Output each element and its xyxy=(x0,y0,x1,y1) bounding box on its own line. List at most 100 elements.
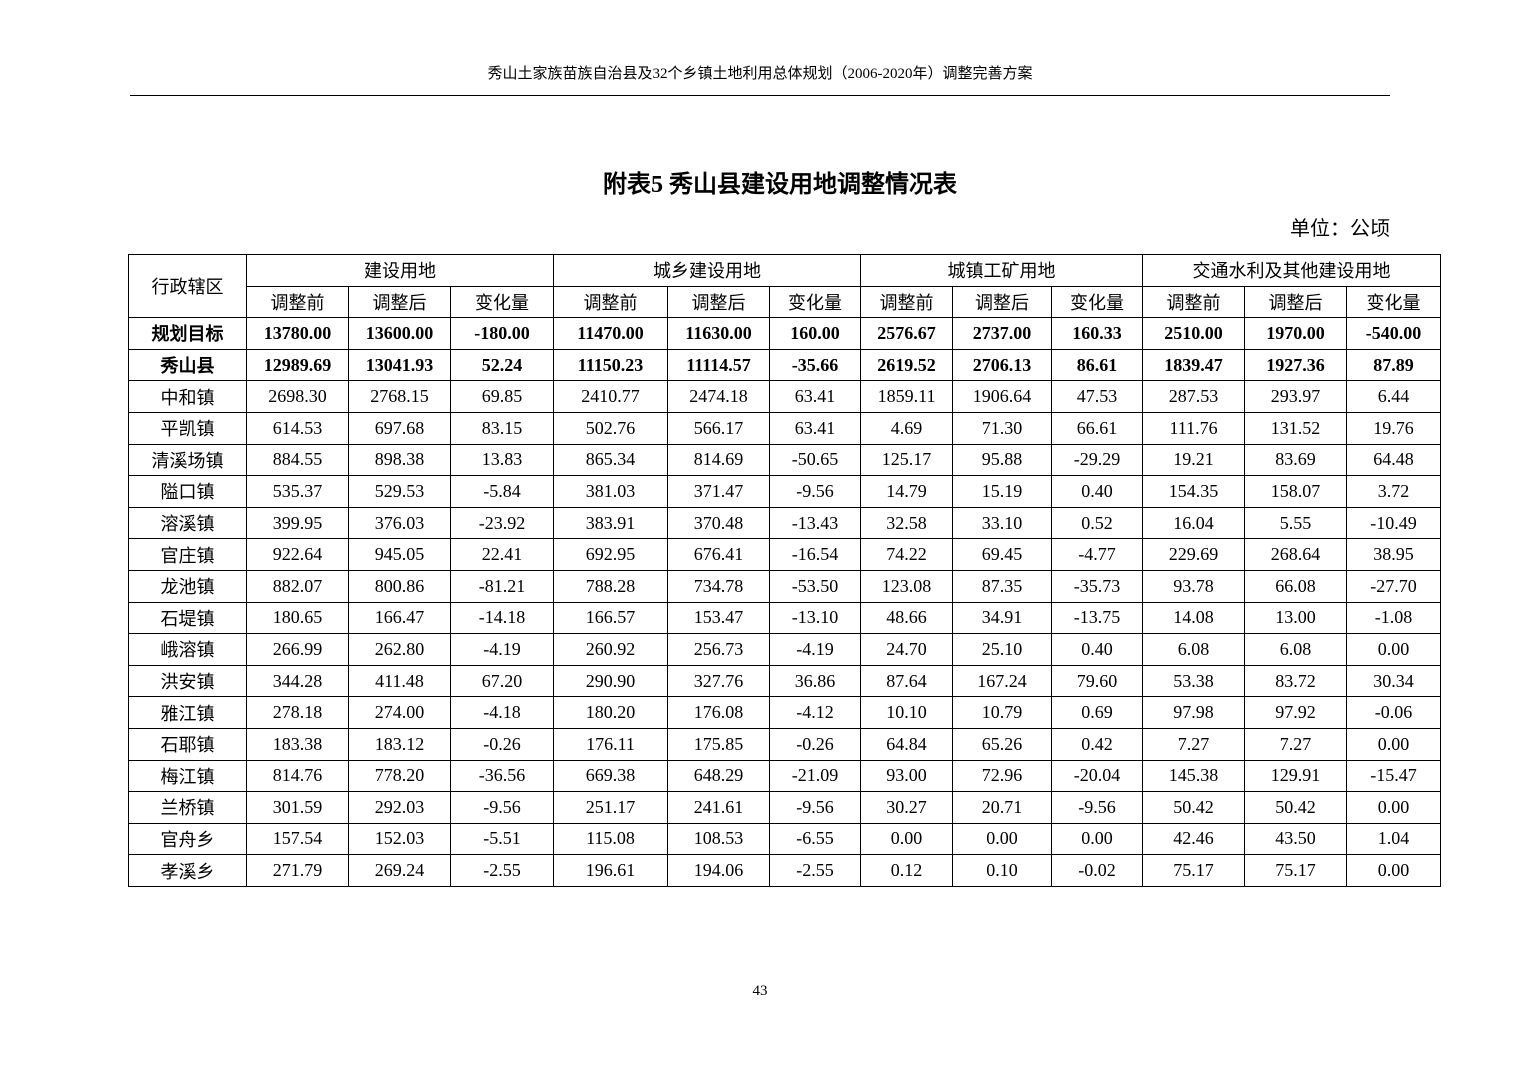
value-cell: 4.69 xyxy=(860,411,954,445)
value-cell: 13600.00 xyxy=(348,317,451,350)
value-cell: 669.38 xyxy=(553,759,669,793)
value-cell: 371.47 xyxy=(667,475,771,508)
value-cell: -21.09 xyxy=(769,759,862,793)
value-cell: -20.04 xyxy=(1051,759,1144,793)
value-cell: 381.03 xyxy=(553,475,669,508)
value-cell: 13.00 xyxy=(1244,601,1348,635)
value-cell: 13.83 xyxy=(449,443,555,477)
value-cell: 2576.67 xyxy=(860,317,954,350)
value-cell: 271.79 xyxy=(246,854,349,887)
table-row: 石耶镇 183.38 183.12 -0.26 176.11 175.85 -0.26 64.… xyxy=(128,727,1442,761)
value-cell: 20.71 xyxy=(952,791,1053,824)
value-cell: 676.41 xyxy=(667,538,771,571)
value-cell: 7.27 xyxy=(1244,727,1348,761)
value-cell: 19.76 xyxy=(1346,411,1442,445)
value-cell: 30.34 xyxy=(1346,664,1442,698)
value-cell: 734.78 xyxy=(667,569,771,603)
value-cell: 32.58 xyxy=(860,506,954,540)
group-header: 交通水利及其他建设用地 xyxy=(1142,254,1442,287)
value-cell: -0.26 xyxy=(449,727,555,761)
value-cell: 2474.18 xyxy=(667,380,771,413)
value-cell: 411.48 xyxy=(348,664,451,698)
value-cell: 108.53 xyxy=(667,822,771,856)
value-cell: -1.08 xyxy=(1346,601,1442,635)
region-name: 孝溪乡 xyxy=(128,854,247,887)
value-cell: 11114.57 xyxy=(667,348,771,382)
value-cell: -4.19 xyxy=(769,633,862,666)
region-name: 雅江镇 xyxy=(128,696,247,729)
value-cell: 111.76 xyxy=(1142,411,1246,445)
value-cell: 19.21 xyxy=(1142,443,1246,477)
value-cell: 67.20 xyxy=(449,664,555,698)
value-cell: 24.70 xyxy=(860,633,954,666)
value-cell: 166.57 xyxy=(553,601,669,635)
value-cell: 0.00 xyxy=(860,822,954,856)
region-name: 洪安镇 xyxy=(128,664,247,698)
value-cell: 154.35 xyxy=(1142,475,1246,508)
subheader: 调整后 xyxy=(1244,285,1348,319)
region-name: 清溪场镇 xyxy=(128,443,247,477)
value-cell: 87.35 xyxy=(952,569,1053,603)
running-header: 秀山土家族苗族自治县及32个乡镇土地利用总体规划（2006-2020年）调整完善… xyxy=(487,66,1033,82)
value-cell: 0.00 xyxy=(1346,633,1442,666)
value-cell: 43.50 xyxy=(1244,822,1348,856)
value-cell: 157.54 xyxy=(246,822,349,856)
value-cell: 256.73 xyxy=(667,633,771,666)
value-cell: 34.91 xyxy=(952,601,1053,635)
value-cell: 0.40 xyxy=(1051,475,1144,508)
subheader: 调整后 xyxy=(952,285,1053,319)
value-cell: 160.00 xyxy=(769,317,862,350)
value-cell: 123.08 xyxy=(860,569,954,603)
value-cell: -15.47 xyxy=(1346,759,1442,793)
value-cell: -6.55 xyxy=(769,822,862,856)
value-cell: 814.76 xyxy=(246,759,349,793)
value-cell: -4.19 xyxy=(449,633,555,666)
value-cell: 10.10 xyxy=(860,696,954,729)
value-cell: 152.03 xyxy=(348,822,451,856)
value-cell: 882.07 xyxy=(246,569,349,603)
subheader: 变化量 xyxy=(449,285,555,319)
page-number: 43 xyxy=(752,983,768,999)
value-cell: 95.88 xyxy=(952,443,1053,477)
table-row: 官庄镇 922.64 945.05 22.41 692.95 676.41 -16.54 74… xyxy=(128,538,1442,571)
value-cell: -2.55 xyxy=(449,854,555,887)
value-cell: 87.89 xyxy=(1346,348,1442,382)
region-name: 石耶镇 xyxy=(128,727,247,761)
value-cell: 1859.11 xyxy=(860,380,954,413)
value-cell: 47.53 xyxy=(1051,380,1144,413)
table-row: 官舟乡 157.54 152.03 -5.51 115.08 108.53 -6.55 0.0… xyxy=(128,822,1442,856)
value-cell: 83.15 xyxy=(449,411,555,445)
table-row: 秀山县 12989.69 13041.93 52.24 11150.23 11114.57… xyxy=(128,348,1442,382)
value-cell: 898.38 xyxy=(348,443,451,477)
value-cell: 251.17 xyxy=(553,791,669,824)
value-cell: 93.78 xyxy=(1142,569,1246,603)
value-cell: 0.42 xyxy=(1051,727,1144,761)
group-header: 城镇工矿用地 xyxy=(860,254,1144,287)
value-cell: -9.56 xyxy=(769,475,862,508)
value-cell: 42.46 xyxy=(1142,822,1246,856)
unit-label: 单位：公顷 xyxy=(1290,218,1390,240)
value-cell: 692.95 xyxy=(553,538,669,571)
table-row: 清溪场镇 884.55 898.38 13.83 865.34 814.69 -50.65 1… xyxy=(128,443,1442,477)
value-cell: 2510.00 xyxy=(1142,317,1246,350)
value-cell: 865.34 xyxy=(553,443,669,477)
value-cell: 566.17 xyxy=(667,411,771,445)
value-cell: 344.28 xyxy=(246,664,349,698)
value-cell: -13.75 xyxy=(1051,601,1144,635)
table-row: 孝溪乡 271.79 269.24 -2.55 196.61 194.06 -2.55 0.1… xyxy=(128,854,1442,887)
value-cell: 0.00 xyxy=(1346,727,1442,761)
value-cell: 64.48 xyxy=(1346,443,1442,477)
table-row: 雅江镇 278.18 274.00 -4.18 180.20 176.08 -4.12 10.… xyxy=(128,696,1442,729)
region-name: 龙池镇 xyxy=(128,569,247,603)
value-cell: 399.95 xyxy=(246,506,349,540)
value-cell: 180.65 xyxy=(246,601,349,635)
value-cell: 83.72 xyxy=(1244,664,1348,698)
value-cell: 166.47 xyxy=(348,601,451,635)
region-name: 官舟乡 xyxy=(128,822,247,856)
value-cell: -0.02 xyxy=(1051,854,1144,887)
value-cell: 176.11 xyxy=(553,727,669,761)
value-cell: -4.18 xyxy=(449,696,555,729)
value-cell: 1839.47 xyxy=(1142,348,1246,382)
value-cell: 52.24 xyxy=(449,348,555,382)
region-header: 行政辖区 xyxy=(128,253,247,319)
